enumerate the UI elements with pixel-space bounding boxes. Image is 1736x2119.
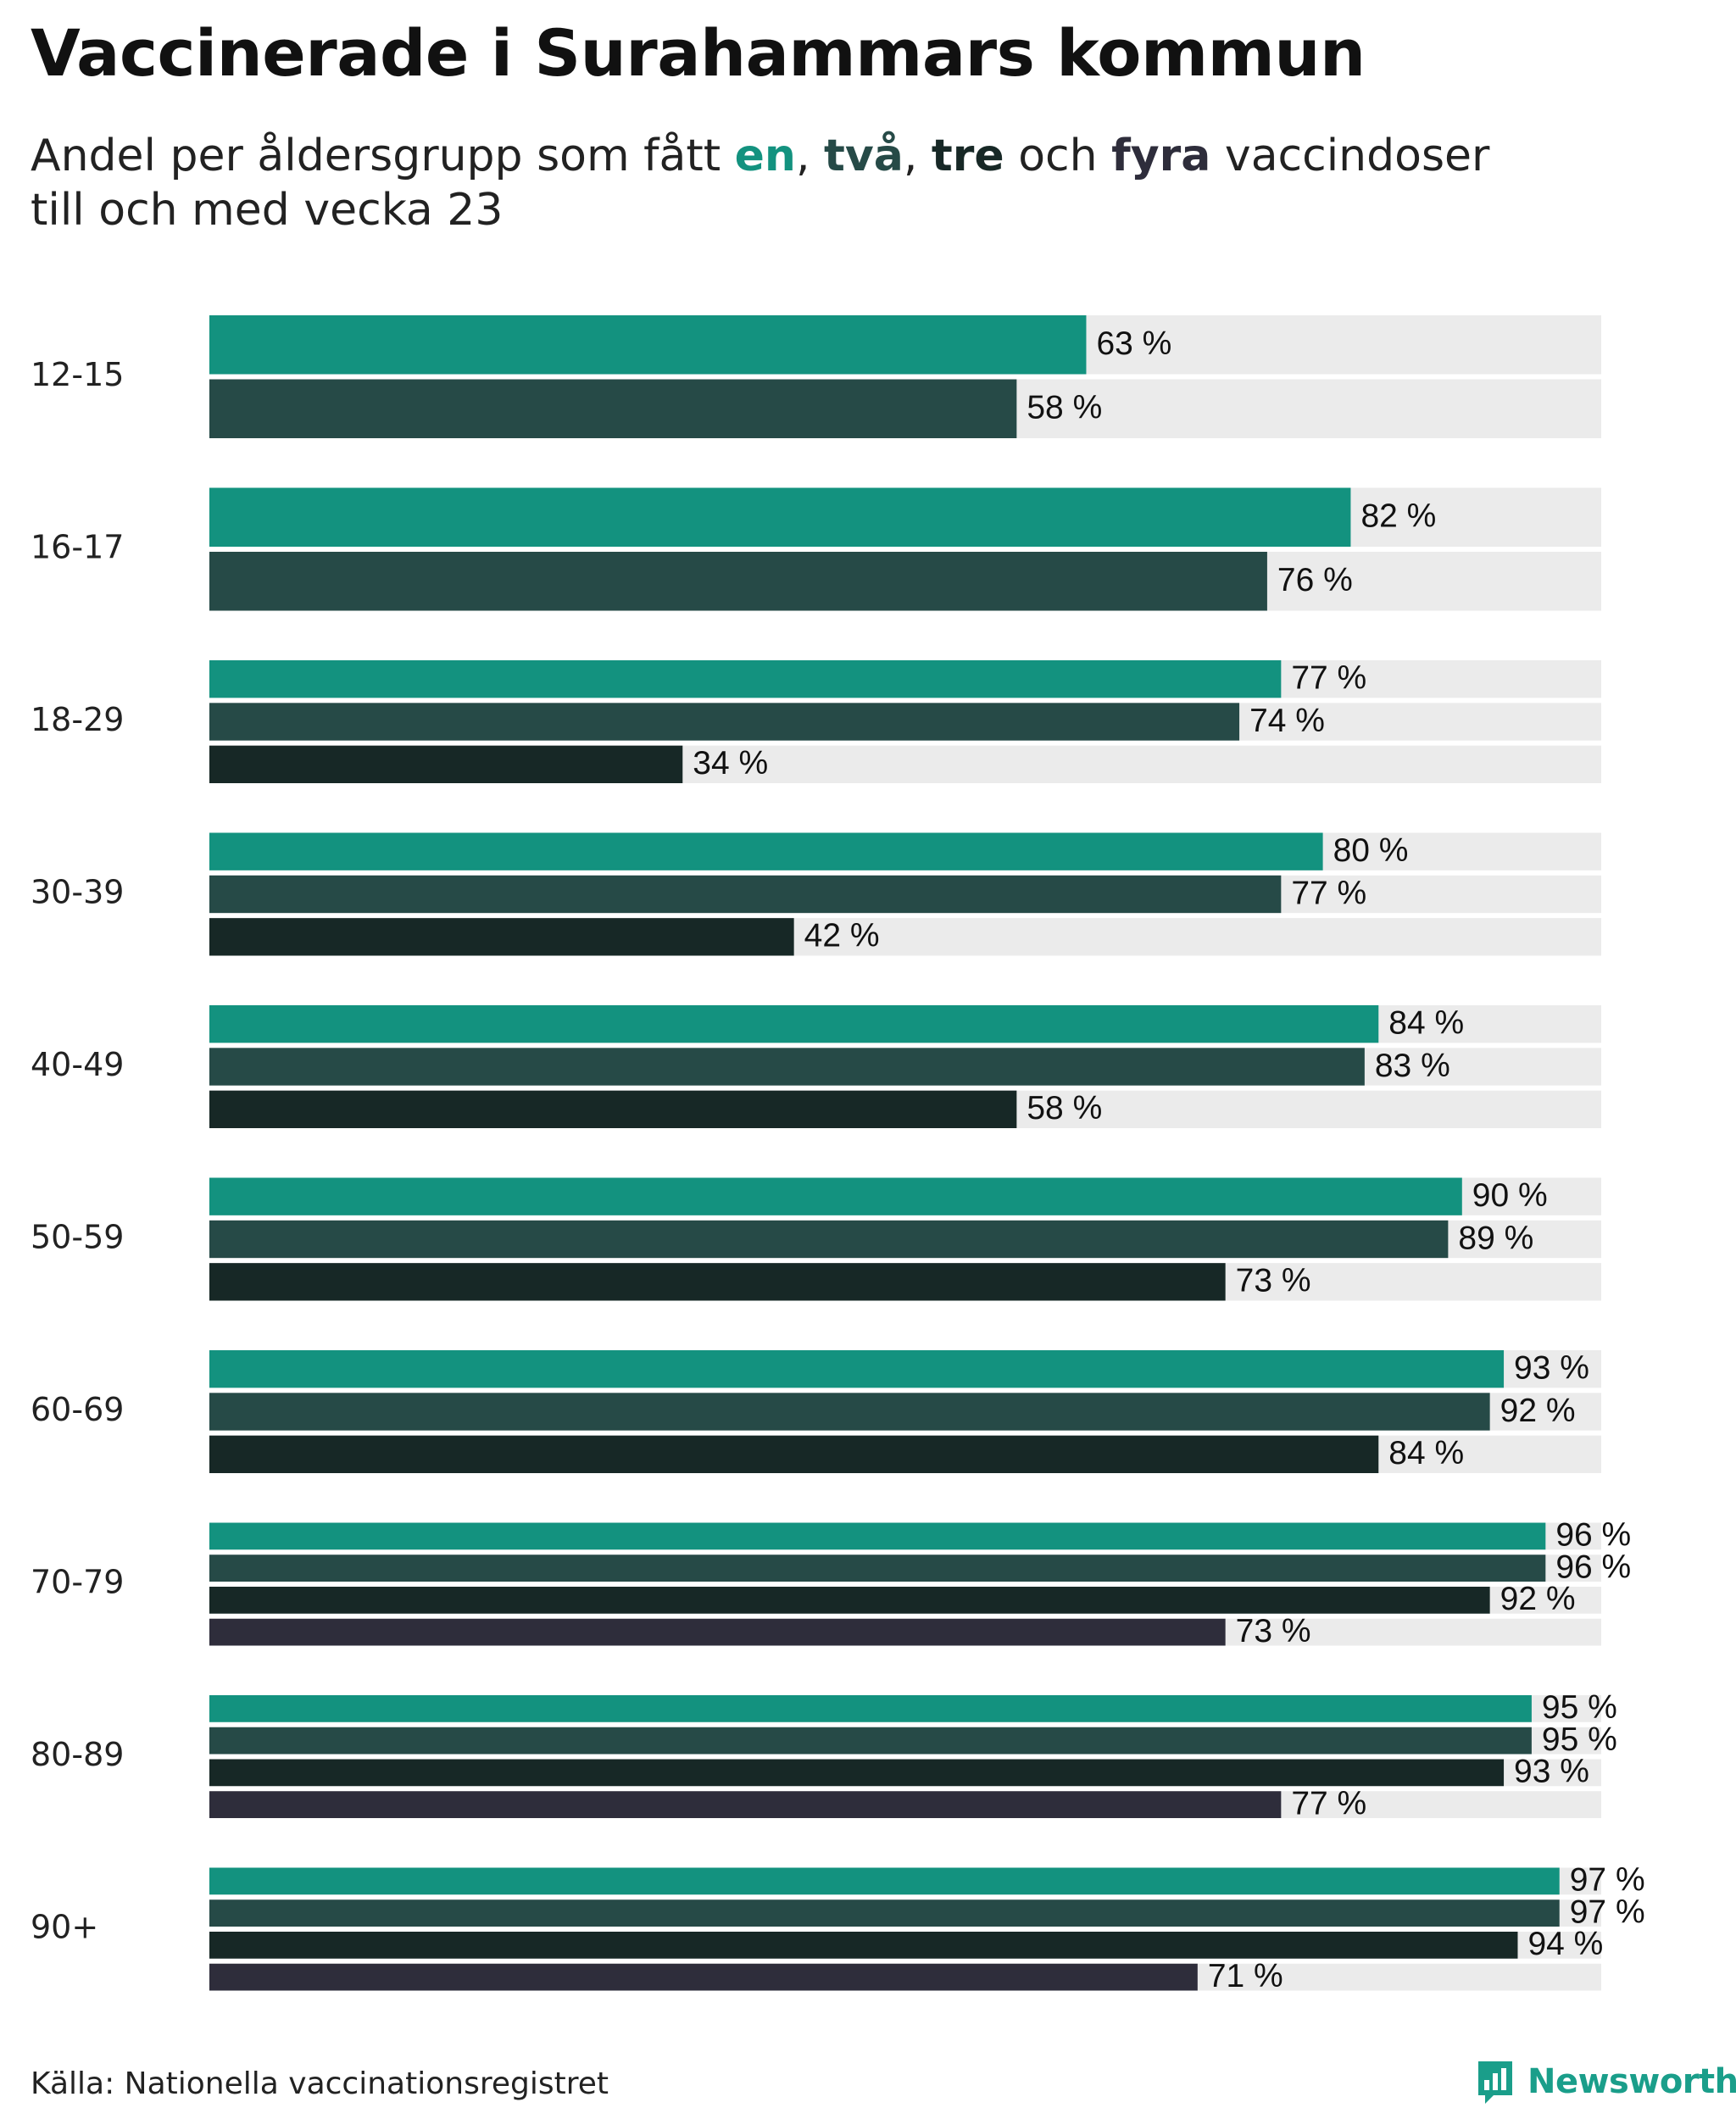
category-label: 60-69 xyxy=(31,1391,124,1428)
bar xyxy=(209,1522,1546,1550)
subtitle-keyword-two-doses: två xyxy=(824,131,904,181)
category-label: 12-15 xyxy=(31,356,124,393)
bar xyxy=(209,660,1282,698)
bar xyxy=(209,1005,1379,1043)
data-label: 77 % xyxy=(1291,659,1366,696)
bar xyxy=(209,703,1240,741)
chart-subtitle: Andel per åldersgrupp som fått en, två, … xyxy=(31,129,1641,237)
bar xyxy=(209,1727,1532,1755)
subtitle-separator: , xyxy=(903,131,932,181)
bar xyxy=(209,1263,1226,1301)
data-label: 82 % xyxy=(1360,498,1436,535)
data-label: 77 % xyxy=(1291,1785,1366,1821)
bar xyxy=(209,1554,1546,1582)
data-label: 77 % xyxy=(1291,875,1366,911)
data-label: 97 % xyxy=(1570,1862,1645,1899)
data-label: 71 % xyxy=(1208,1958,1283,1994)
subtitle-separator: och xyxy=(1004,131,1112,181)
bar xyxy=(209,1867,1560,1895)
data-label: 92 % xyxy=(1500,1393,1576,1429)
data-label: 83 % xyxy=(1375,1048,1450,1084)
data-label: 97 % xyxy=(1570,1894,1645,1930)
category-label: 70-79 xyxy=(31,1564,124,1601)
subtitle-prefix: Andel per åldersgrupp som fått xyxy=(31,131,735,181)
data-label: 63 % xyxy=(1096,325,1171,362)
data-label: 73 % xyxy=(1236,1263,1311,1299)
data-label: 42 % xyxy=(804,918,880,954)
bar xyxy=(209,315,1087,375)
bar xyxy=(209,745,683,783)
bar xyxy=(209,1393,1490,1431)
bar xyxy=(209,1435,1379,1473)
subtitle-keyword-four-doses: fyra xyxy=(1111,131,1211,181)
data-label: 34 % xyxy=(693,745,768,781)
bar xyxy=(209,1350,1505,1388)
bar xyxy=(209,1177,1462,1215)
bar xyxy=(209,1759,1505,1787)
bar xyxy=(209,552,1267,611)
source-note: Källa: Nationella vaccinationsregistret xyxy=(31,2066,609,2101)
data-label: 92 % xyxy=(1500,1581,1576,1617)
category-label: 30-39 xyxy=(31,874,124,911)
bar xyxy=(209,379,1017,438)
bar xyxy=(209,918,794,956)
subtitle-suffix: vaccindoser xyxy=(1210,131,1490,181)
bar xyxy=(209,1932,1518,1959)
newsworthy-logo-icon xyxy=(1478,2061,1512,2104)
data-label: 93 % xyxy=(1514,1349,1589,1386)
data-label: 73 % xyxy=(1236,1613,1311,1649)
bar xyxy=(209,1048,1365,1086)
category-label: 18-29 xyxy=(31,701,124,738)
data-label: 95 % xyxy=(1542,1689,1617,1726)
bar xyxy=(209,1791,1282,1818)
bar xyxy=(209,1899,1560,1927)
data-label: 94 % xyxy=(1527,1926,1603,1962)
chart-title: Vaccinerade i Surahammars kommun xyxy=(31,15,1366,91)
data-label: 89 % xyxy=(1458,1220,1533,1256)
newsworthy-logo: Newsworthy xyxy=(1475,2058,1736,2105)
bar xyxy=(209,875,1282,914)
category-label: 40-49 xyxy=(31,1046,124,1083)
bar xyxy=(209,1618,1226,1646)
category-label: 16-17 xyxy=(31,529,124,566)
bar xyxy=(209,1220,1449,1259)
subtitle-keyword-three-doses: tre xyxy=(931,131,1004,181)
category-label: 80-89 xyxy=(31,1736,124,1773)
data-label: 93 % xyxy=(1514,1754,1589,1790)
data-label: 58 % xyxy=(1027,390,1102,426)
category-label: 50-59 xyxy=(31,1219,124,1256)
data-label: 74 % xyxy=(1249,703,1325,739)
subtitle-separator: , xyxy=(795,131,825,181)
data-label: 90 % xyxy=(1472,1177,1548,1214)
bar xyxy=(209,1695,1532,1722)
data-label: 96 % xyxy=(1555,1517,1631,1554)
data-label: 95 % xyxy=(1542,1721,1617,1758)
data-label: 80 % xyxy=(1333,832,1409,869)
data-label: 96 % xyxy=(1555,1549,1631,1585)
data-label: 58 % xyxy=(1027,1090,1102,1126)
newsworthy-logo-text: Newsworthy xyxy=(1527,2062,1736,2101)
bar xyxy=(209,832,1323,870)
subtitle-line-2: till och med vecka 23 xyxy=(31,185,504,236)
data-label: 84 % xyxy=(1388,1004,1464,1041)
subtitle-keyword-one-dose: en xyxy=(734,131,796,181)
category-label: 90+ xyxy=(31,1909,98,1946)
data-label: 84 % xyxy=(1388,1435,1464,1471)
bar xyxy=(209,487,1351,547)
bar xyxy=(209,1587,1490,1614)
data-label: 76 % xyxy=(1277,562,1353,598)
bar xyxy=(209,1963,1198,1991)
bar xyxy=(209,1090,1017,1128)
